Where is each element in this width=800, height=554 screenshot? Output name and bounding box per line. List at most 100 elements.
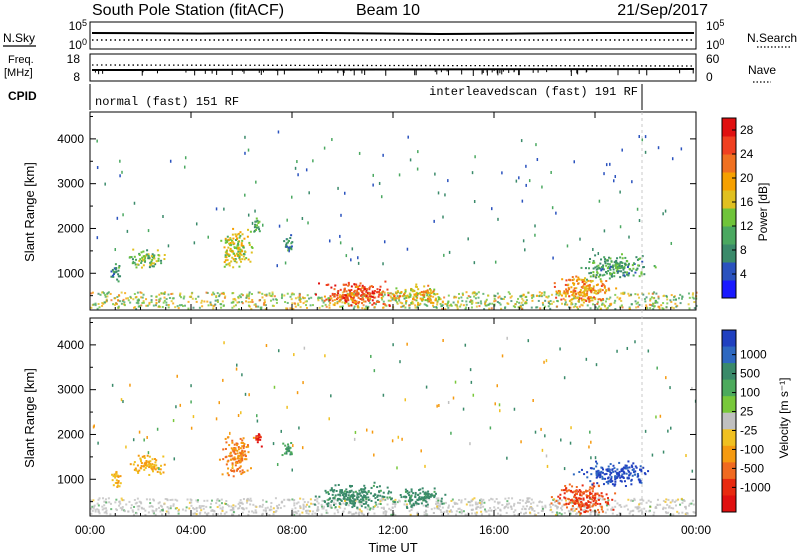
- scatter-cell: [641, 512, 644, 515]
- sparse-echo: [662, 450, 665, 454]
- sparse-echo: [273, 385, 276, 389]
- scatter-cell: [265, 500, 268, 503]
- sparse-echo: [670, 241, 673, 245]
- scatter-cell: [158, 299, 161, 302]
- heatmap-cell: [410, 495, 413, 498]
- heatmap-cell: [255, 217, 258, 220]
- scatter-cell: [368, 508, 371, 511]
- sparse-echo: [520, 440, 522, 444]
- scatter-cell: [238, 301, 241, 304]
- heatmap-cell: [405, 299, 408, 302]
- heatmap-cell: [607, 287, 610, 290]
- sparse-echo: [406, 247, 409, 251]
- sparse-echo: [193, 241, 196, 245]
- heatmap-cell: [243, 450, 246, 453]
- scatter-cell: [479, 503, 482, 506]
- scatter-cell: [336, 509, 339, 512]
- scatter-cell: [317, 502, 320, 505]
- sparse-echo: [444, 193, 446, 197]
- scatter-cell: [494, 299, 497, 302]
- scatter-cell: [685, 512, 688, 515]
- heatmap-cell: [236, 449, 239, 452]
- heatmap-cell: [233, 458, 236, 461]
- scatter-cell: [140, 304, 143, 307]
- heatmap-cell: [592, 267, 595, 270]
- scatter-cell: [357, 508, 360, 511]
- scatter-cell: [97, 292, 100, 295]
- heatmap-cell: [611, 266, 614, 269]
- scatter-cell: [291, 302, 294, 305]
- scatter-cell: [675, 504, 678, 507]
- heatmap-cell: [360, 488, 363, 491]
- scatter-cell: [148, 303, 151, 306]
- heatmap-cell: [595, 460, 598, 463]
- scatter-cell: [105, 511, 108, 514]
- scatter-cell: [436, 505, 439, 508]
- heatmap-cell: [600, 466, 603, 469]
- heatmap-cell: [228, 262, 231, 265]
- scatter-cell: [649, 299, 652, 302]
- scatter-cell: [148, 505, 151, 508]
- scatter-cell: [147, 511, 150, 514]
- scatter-cell: [158, 506, 161, 509]
- heatmap-cell: [573, 291, 576, 294]
- scatter-cell: [414, 304, 417, 307]
- scatter-cell: [283, 294, 286, 297]
- heatmap-cell: [235, 469, 238, 472]
- heatmap-cell: [378, 485, 381, 488]
- scatter-cell: [299, 306, 302, 309]
- heatmap-cell: [405, 295, 408, 298]
- scatter-cell: [566, 303, 569, 306]
- heatmap-cell: [153, 458, 156, 461]
- heatmap-cell: [578, 489, 581, 492]
- heatmap-cell: [288, 447, 291, 450]
- scatter-cell: [298, 293, 301, 296]
- scatter-cell: [318, 306, 321, 309]
- heatmap-cell: [334, 494, 337, 497]
- nsearch-tick-low: 100: [706, 37, 724, 52]
- heatmap-cell: [371, 290, 374, 293]
- scatter-cell: [202, 507, 205, 510]
- scatter-cell: [265, 293, 268, 296]
- sparse-echo: [399, 360, 401, 364]
- heatmap-cell: [150, 255, 153, 258]
- heatmap-cell: [600, 492, 603, 495]
- scatter-cell: [222, 304, 225, 307]
- heatmap-cell: [630, 478, 633, 481]
- heatmap-cell: [620, 475, 623, 478]
- scatter-cell: [382, 300, 385, 303]
- heatmap-cell: [599, 262, 602, 265]
- sparse-echo: [559, 347, 561, 351]
- heatmap-cell: [616, 270, 619, 273]
- scatter-cell: [654, 299, 657, 302]
- scatter-cell: [231, 292, 234, 295]
- sparse-echo: [138, 430, 141, 434]
- heatmap-cell: [369, 295, 372, 298]
- scatter-cell: [649, 297, 652, 300]
- heatmap-cell: [638, 481, 641, 484]
- heatmap-cell: [151, 262, 154, 265]
- scatter-cell: [394, 503, 397, 506]
- scatter-cell: [302, 503, 305, 506]
- scatter-cell: [691, 293, 694, 296]
- heatmap-cell: [605, 468, 608, 471]
- heatmap-cell: [133, 261, 136, 264]
- heatmap-cell: [364, 502, 367, 505]
- velocity-colorbar-tick-label: 25: [740, 405, 754, 419]
- heatmap-cell: [396, 290, 399, 293]
- scatter-cell: [543, 291, 546, 294]
- scatter-cell: [589, 307, 592, 310]
- scatter-cell: [241, 301, 244, 304]
- heatmap-cell: [350, 285, 353, 288]
- heatmap-cell: [428, 300, 431, 303]
- heatmap-cell: [328, 299, 331, 302]
- heatmap-cell: [602, 468, 605, 471]
- scatter-cell: [302, 508, 305, 511]
- heatmap-cell: [585, 285, 588, 288]
- heatmap-cell: [285, 245, 288, 248]
- heatmap-cell: [607, 265, 610, 268]
- scatter-cell: [528, 500, 531, 503]
- heatmap-cell: [424, 299, 427, 302]
- scatter-cell: [269, 508, 272, 511]
- heatmap-cell: [583, 283, 586, 286]
